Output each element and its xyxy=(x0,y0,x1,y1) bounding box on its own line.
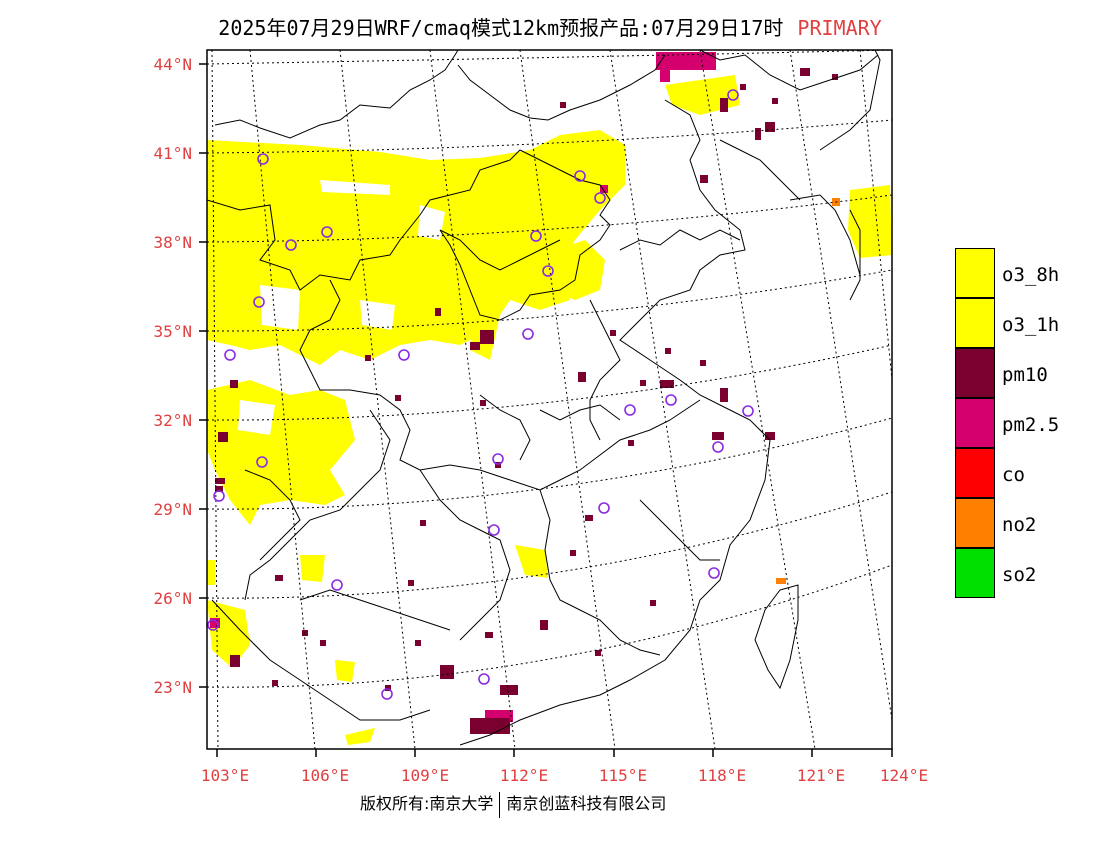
legend-item-co: co xyxy=(955,448,1095,498)
station-markers xyxy=(207,89,754,700)
copyright-owner: 版权所有:南京大学 xyxy=(360,794,494,813)
lat-label: 38°N xyxy=(153,233,192,252)
lat-label: 23°N xyxy=(153,678,192,697)
legend-item-o3-8h: o3_8h xyxy=(955,248,1095,298)
longitude-labels: 103°E 106°E 109°E 112°E 115°E 118°E 121°… xyxy=(201,766,928,785)
lat-label: 32°N xyxy=(153,411,192,430)
lon-label: 106°E xyxy=(301,766,349,785)
lat-label: 44°N xyxy=(153,55,192,74)
lat-label: 26°N xyxy=(153,589,192,608)
lat-label: 41°N xyxy=(153,144,192,163)
legend-item-no2: no2 xyxy=(955,498,1095,548)
legend-label: no2 xyxy=(1002,514,1037,536)
legend-item-pm25: pm2.5 xyxy=(955,398,1095,448)
latitude-labels: 44°N 41°N 38°N 35°N 32°N 29°N 26°N 23°N xyxy=(153,55,192,697)
legend-swatch xyxy=(955,298,995,348)
lon-label: 124°E xyxy=(880,766,928,785)
lon-label: 118°E xyxy=(698,766,746,785)
legend-label: so2 xyxy=(1002,564,1037,586)
lat-label: 29°N xyxy=(153,500,192,519)
footer-divider xyxy=(499,791,501,818)
o3-exceedance-areas xyxy=(207,75,892,745)
lon-label: 121°E xyxy=(797,766,845,785)
legend-swatch xyxy=(955,448,995,498)
legend-swatch xyxy=(955,548,995,598)
legend-label: o3_1h xyxy=(1002,314,1060,336)
lon-label: 103°E xyxy=(201,766,249,785)
lat-label: 35°N xyxy=(153,322,192,341)
no2-cells xyxy=(776,198,840,584)
legend-swatch xyxy=(955,498,995,548)
title-text: 2025年07月29日WRF/cmaq模式12km预报产品:07月29日17时 xyxy=(218,16,784,40)
copyright-company: 南京创蓝科技有限公司 xyxy=(506,794,667,813)
legend-item-pm10: pm10 xyxy=(955,348,1095,398)
lon-label: 112°E xyxy=(500,766,548,785)
legend-swatch xyxy=(955,398,995,448)
legend-item-o3-1h: o3_1h xyxy=(955,298,1095,348)
legend-item-so2: so2 xyxy=(955,548,1095,598)
lon-label: 115°E xyxy=(599,766,647,785)
boundaries xyxy=(207,50,881,746)
legend-label: pm2.5 xyxy=(1002,414,1060,436)
legend-swatch xyxy=(955,248,995,298)
map-title: 2025年07月29日WRF/cmaq模式12km预报产品:07月29日17时 P… xyxy=(0,12,1100,41)
pollutant-legend: o3_8h o3_1h pm10 pm2.5 co no2 so2 xyxy=(955,248,1095,598)
legend-label: co xyxy=(1002,464,1025,486)
lon-label: 109°E xyxy=(401,766,449,785)
primary-tag: PRIMARY xyxy=(797,16,882,40)
legend-label: o3_8h xyxy=(1002,264,1060,286)
legend-swatch xyxy=(955,348,995,398)
pm10-cells xyxy=(215,68,838,734)
legend-label: pm10 xyxy=(1002,364,1048,386)
copyright-footer: 版权所有:南京大学 南京创蓝科技有限公司 xyxy=(360,790,666,818)
map-frame xyxy=(206,49,893,750)
